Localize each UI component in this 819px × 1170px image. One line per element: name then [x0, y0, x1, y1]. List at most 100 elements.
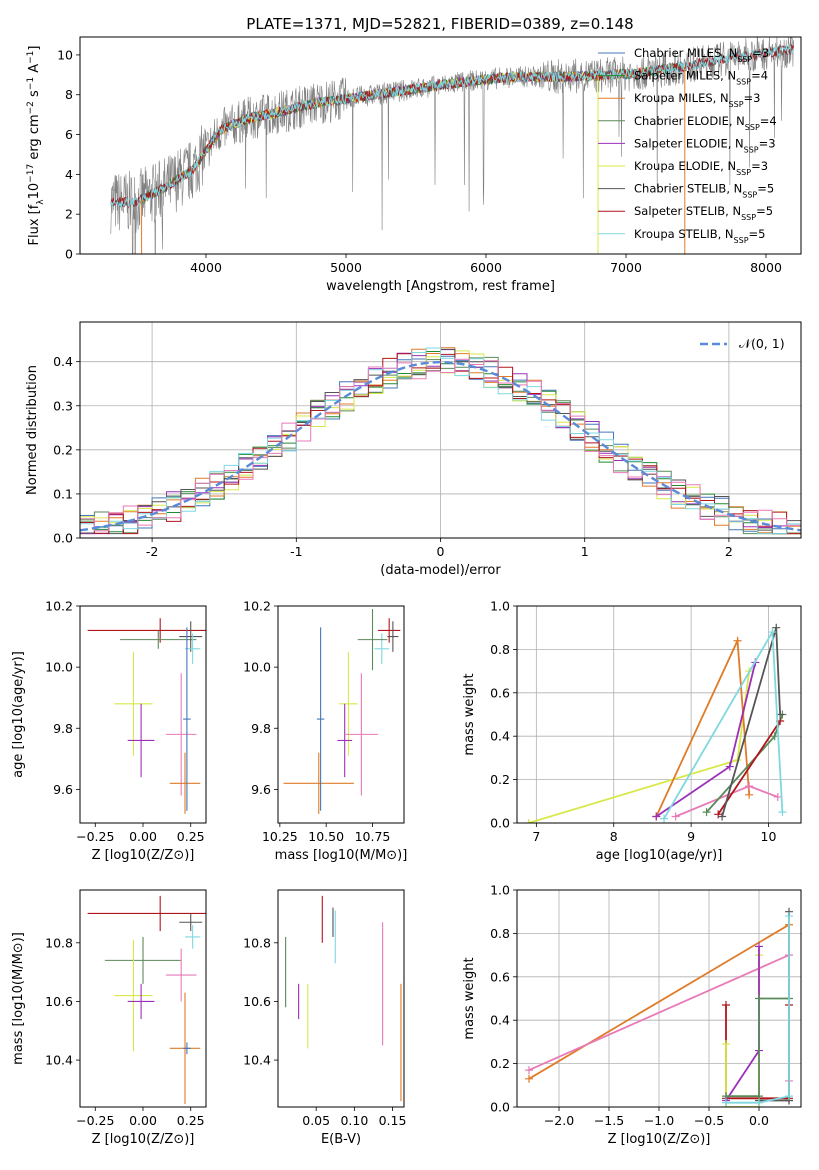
weight-marker-kroupa_stelib: [660, 814, 669, 823]
weight-marker-kroupa_stelib: [722, 1098, 730, 1107]
x-tick-label: 7000: [610, 260, 642, 275]
x-tick-label: 10.75: [355, 829, 391, 844]
residuals-plot-area: [80, 322, 801, 538]
x-axis-label: Z [log10(Z/Z⊙)]: [608, 1132, 711, 1147]
panel-spectrum: 4000 5000 6000 7000 8000 0 2 4 6 8 10 wavelength [A…: [26, 36, 802, 294]
y-tick-label: 0.4: [53, 354, 73, 369]
y-axis-label: mass [log10(M/M⊙)]: [11, 932, 26, 1065]
x-tick-label: −1.0: [644, 1113, 674, 1128]
y-tick-label: 10.2: [45, 599, 73, 614]
axes-frame: [79, 321, 802, 539]
x-axis-label: age [log10(age/yr)]: [596, 848, 723, 863]
x-tick-label: 0.15: [379, 1113, 407, 1128]
y-tick-label: 6: [65, 127, 73, 142]
legend-entry: Kroupa MILES, NSSP=3: [634, 91, 760, 109]
y-tick-label: 1.0: [490, 599, 510, 614]
x-axis-label: Z [log10(Z/Z⊙)]: [92, 848, 195, 863]
y-tick-label: 10.8: [243, 935, 271, 950]
x-tick-label: −0.5: [694, 1113, 724, 1128]
x-tick-label: −0.25: [76, 1113, 114, 1128]
x-tick-label: 4000: [190, 260, 222, 275]
y-tick-label: 10.6: [243, 994, 271, 1009]
figure-title: PLATE=1371, MJD=52821, FIBERID=0389, z=0…: [246, 15, 633, 33]
weight-marker-kroupa_miles: [733, 636, 742, 645]
panel-age_vs_Z: −0.25 0.00 0.25 9.6 9.8 10.0 10.2 Z [log10(Z/Z⊙…: [11, 599, 207, 863]
spectrum-plot-area: [110, 37, 795, 254]
x-axis-label: E(B-V): [321, 1132, 361, 1147]
axes-frame: [516, 889, 802, 1108]
legend-entry: Kroupa STELIB, NSSP=5: [634, 227, 765, 245]
weight-marker-salpeter_stelib: [722, 1001, 730, 1010]
mass_weight_vs_age-plot-area: [517, 606, 801, 823]
weight-line-chabrier_elodie: [726, 997, 789, 1098]
x-tick-label: 0.10: [340, 1113, 368, 1128]
x-tick-label: 0.0: [749, 1113, 769, 1128]
y-tick-label: 0.6: [490, 685, 510, 700]
axes-frame: [79, 605, 207, 824]
axes-frame: [516, 605, 802, 824]
axes-frame: [277, 605, 405, 824]
x-tick-label: −2.0: [544, 1113, 574, 1128]
x-tick-label: −0.25: [76, 829, 114, 844]
x-axis-label: wavelength [Angstrom, rest frame]: [326, 279, 555, 294]
x-axis-label: mass [log10(M/M⊙)]: [275, 848, 408, 863]
legend-entry: 𝒩(0, 1): [739, 336, 785, 351]
x-tick-label: −1.5: [594, 1113, 624, 1128]
age_vs_Z-plot-area: [87, 618, 206, 814]
mass_vs_ebv-plot-area: [285, 895, 402, 1102]
y-tick-label: 1.0: [490, 883, 510, 898]
weight-marker-kroupa_elodie: [722, 1040, 730, 1049]
weight-marker-kroupa_elodie: [524, 819, 533, 823]
panel-residuals: -2 -1 0 1 2 0.0 0.1 0.2 0.3 0.4 (data-model)/error…: [25, 321, 802, 578]
weight-line-kroupa_stelib: [663, 628, 784, 820]
y-tick-label: 0.2: [490, 1056, 510, 1071]
y-tick-label: 10.6: [45, 994, 73, 1009]
y-tick-label: 10.4: [243, 1053, 271, 1068]
y-tick-label: 10.0: [45, 660, 73, 675]
legend-entry: Kroupa ELODIE, NSSP=3: [634, 159, 768, 177]
y-axis-label: age [log10(age/yr)]: [11, 651, 26, 778]
panel-mass_weight_vs_Z: −2.0 −1.5 −1.0 −0.5 0.0 0.0 0.2 0.4 0.6 0.8 1.0 Z […: [462, 883, 802, 1147]
weight-marker-salpeter_elodie: [755, 942, 763, 951]
y-tick-label: 4: [65, 167, 73, 182]
legend-entry: Salpeter MILES, NSSP=4: [634, 69, 768, 87]
x-tick-label: 10.25: [262, 829, 298, 844]
weight-marker-chabrier_stelib: [718, 812, 727, 821]
weight-marker-kroupa_stelib: [785, 1092, 793, 1101]
weight-line-kroupa_stelib: [726, 916, 790, 1104]
x-tick-label: 10.50: [308, 829, 344, 844]
mass_vs_Z-plot-area: [87, 895, 206, 1105]
histogram-kroupa_extra: [80, 358, 801, 532]
x-tick-label: 7: [532, 829, 540, 844]
x-tick-label: -1: [290, 544, 302, 559]
weight-line-salpeter_elodie: [725, 946, 760, 1101]
y-tick-label: 9.6: [53, 782, 73, 797]
y-tick-label: 0.0: [53, 531, 73, 546]
y-tick-label: 9.8: [251, 721, 271, 736]
y-tick-label: 0.2: [490, 772, 510, 787]
spectrum-y-axis-label: Flux [fλ10−17 erg cm−2 s−1 A−1]: [26, 46, 46, 246]
legend-entry: Chabrier STELIB, NSSP=5: [634, 182, 774, 200]
x-tick-label: 0.05: [302, 1113, 330, 1128]
y-tick-label: 0.0: [490, 816, 510, 831]
spectrum-model-kroupa_stelib: [110, 44, 795, 207]
y-tick-label: 2: [65, 207, 73, 222]
spectrum-legend: Chabrier MILES, NSSP=3 Salpeter MILES, NS…: [598, 46, 777, 244]
x-tick-label: 0: [437, 544, 445, 559]
x-tick-label: -2: [146, 544, 158, 559]
axes-frame: [79, 36, 802, 255]
x-tick-label: 6000: [470, 260, 502, 275]
mass_weight_vs_Z-plot-area: [517, 890, 801, 1107]
y-axis-label: mass weight: [462, 957, 477, 1039]
y-tick-label: 0.3: [53, 398, 73, 413]
weight-marker-kroupa_miles: [745, 790, 754, 799]
x-tick-label: 8: [610, 829, 618, 844]
weight-marker-chabrier_stelib: [772, 623, 781, 632]
weight-marker-kroupa_extra: [773, 792, 782, 801]
y-tick-label: 8: [65, 87, 73, 102]
y-axis-label: mass weight: [462, 673, 477, 755]
y-tick-label: 10.8: [45, 935, 73, 950]
weight-marker-salpeter_elodie: [725, 762, 734, 771]
weight-marker-kroupa_extra: [525, 1066, 533, 1075]
